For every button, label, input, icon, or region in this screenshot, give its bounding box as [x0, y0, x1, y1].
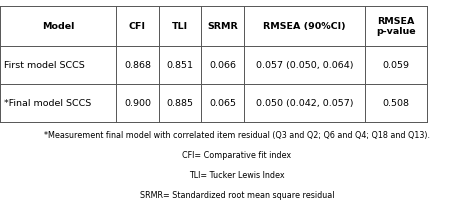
Text: First model SCCS: First model SCCS: [4, 61, 84, 70]
Text: *Final model SCCS: *Final model SCCS: [4, 99, 91, 108]
Text: RMSEA
p-value: RMSEA p-value: [376, 17, 416, 36]
Text: 0.057 (0.050, 0.064): 0.057 (0.050, 0.064): [256, 61, 353, 70]
Text: SRMR: SRMR: [208, 22, 238, 31]
Text: 0.508: 0.508: [383, 99, 409, 108]
Text: TLI: TLI: [172, 22, 188, 31]
Text: TLI= Tucker Lewis Index: TLI= Tucker Lewis Index: [189, 171, 285, 180]
Text: 0.066: 0.066: [210, 61, 236, 70]
Text: CFI= Comparative fit index: CFI= Comparative fit index: [182, 151, 292, 160]
Text: 0.851: 0.851: [167, 61, 193, 70]
Text: 0.065: 0.065: [210, 99, 236, 108]
Text: SRMR= Standardized root mean square residual: SRMR= Standardized root mean square resi…: [140, 191, 334, 200]
Text: Model: Model: [42, 22, 74, 31]
Text: RMSEA (90%CI): RMSEA (90%CI): [263, 22, 346, 31]
Text: 0.050 (0.042, 0.057): 0.050 (0.042, 0.057): [256, 99, 353, 108]
Text: 0.900: 0.900: [124, 99, 151, 108]
Text: 0.885: 0.885: [167, 99, 193, 108]
Text: *Measurement final model with correlated item residual (Q3 and Q2; Q6 and Q4; Q1: *Measurement final model with correlated…: [44, 131, 430, 140]
Text: CFI: CFI: [129, 22, 146, 31]
Text: 0.868: 0.868: [124, 61, 151, 70]
Text: 0.059: 0.059: [383, 61, 409, 70]
